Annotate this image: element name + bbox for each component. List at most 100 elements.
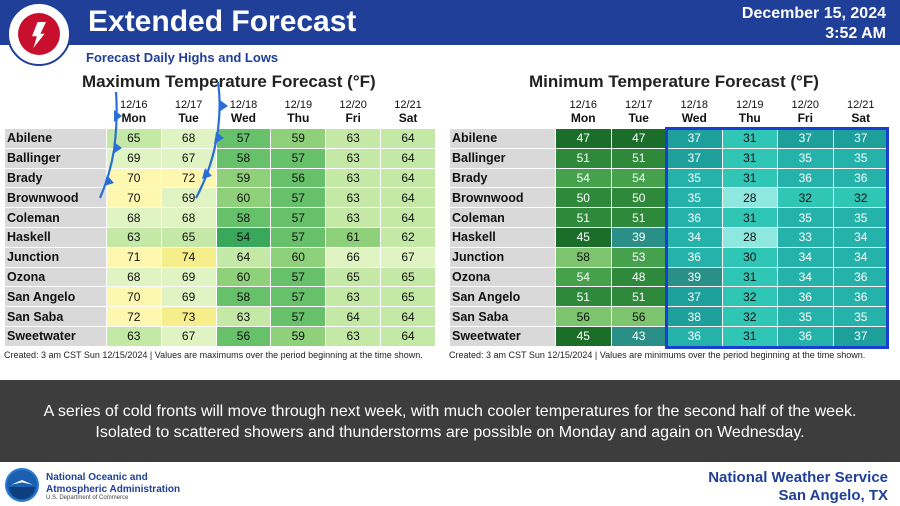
table-row: Coleman 68 68 58 57 63 64 [4,207,436,228]
table-row: San Angelo 70 69 58 57 63 65 [4,286,436,308]
day-name: Wed [230,111,257,125]
temp-cell: 54 [610,167,667,189]
temp-cell: 53 [610,246,667,268]
table-row: San Saba 56 56 38 32 35 35 [449,306,889,327]
day-date: 12/20 [791,99,820,111]
city-name: Coleman [4,207,107,228]
min-temp-table: 12/16 Mon 12/17 Tue 12/18 Wed 12/19 Thu 12/20 Fri… [449,94,889,347]
city-name: Sweetwater [4,325,107,347]
city-name: Ozona [4,266,107,288]
nws-logo-inner [18,13,60,55]
temp-cell: 65 [380,266,436,288]
temp-cell: 36 [666,207,723,228]
temp-cell: 56 [555,306,612,327]
temp-cell: 39 [610,226,667,248]
temp-cell: 63 [325,147,382,169]
temp-cell: 31 [721,147,778,169]
city-name: Brady [4,167,107,189]
office-line2: San Angelo, TX [778,487,888,504]
temp-cell: 31 [721,207,778,228]
temp-cell: 74 [160,246,217,268]
temp-cell: 56 [610,306,667,327]
noaa-department: U.S. Department of Commerce [46,495,129,501]
nws-logo-icon [7,2,71,66]
day-date: 12/19 [284,99,313,111]
day-name: Sat [851,111,871,125]
noaa-wave-shape [9,487,35,499]
day-header: 12/20 Fri [777,94,834,129]
temp-cell: 69 [160,187,217,209]
city-name: Ozona [449,266,556,288]
lightning-icon [32,22,46,48]
table-row: Abilene 65 68 57 59 63 64 [4,128,436,149]
temp-cell: 57 [270,226,327,248]
header-row: 12/16 Mon 12/17 Tue 12/18 Wed 12/19 Thu 12/20 Fri… [449,94,889,129]
city-name: Sweetwater [449,325,556,347]
issue-time: 3:52 AM [825,25,886,42]
temp-cell: 35 [777,147,834,169]
city-name: Coleman [449,207,556,228]
temp-cell: 66 [325,246,382,268]
city-name: Haskell [4,226,107,248]
city-name: Brownwood [4,187,107,209]
city-name: San Angelo [449,286,556,308]
temp-cell: 38 [666,306,723,327]
temp-cell: 62 [380,226,436,248]
city-name: San Saba [449,306,556,327]
temp-cell: 63 [325,128,382,149]
day-date: 12/16 [120,99,148,111]
temp-cell: 45 [555,325,612,347]
temp-cell: 36 [777,167,834,189]
temp-cell: 28 [721,187,778,209]
cold-front-line [98,81,228,199]
header-corner [449,94,556,129]
noaa-name: National Oceanic and Atmospheric Adminis… [46,472,180,496]
noaa-name-line2: Atmospheric Administration [46,484,181,495]
temp-cell: 63 [105,325,162,347]
temp-cell: 33 [777,226,834,248]
temp-cell: 58 [215,286,272,308]
temp-cell: 35 [777,306,834,327]
day-header: 12/21 Sat [832,94,889,129]
temp-cell: 31 [721,167,778,189]
temp-cell: 57 [270,306,327,327]
city-name: Abilene [4,128,107,149]
temp-cell: 65 [105,128,162,149]
table-row: San Saba 72 73 63 57 64 64 [4,306,436,327]
day-name: Thu [738,111,761,125]
page-title: Extended Forecast [88,5,357,38]
city-name: San Saba [4,306,107,327]
temp-cell: 71 [105,246,162,268]
temp-cell: 37 [832,325,889,347]
temp-cell: 50 [610,187,667,209]
city-name: Brady [449,167,556,189]
temp-cell: 48 [610,266,667,288]
temp-cell: 35 [832,306,889,327]
temp-cell: 65 [380,286,436,308]
temp-cell: 51 [610,286,667,308]
temp-cell: 31 [721,128,778,149]
temp-cell: 36 [666,325,723,347]
day-name: Tue [178,111,199,125]
temp-cell: 57 [270,266,327,288]
temp-cell: 68 [160,207,217,228]
temp-cell: 69 [105,147,162,169]
temp-cell: 68 [105,207,162,228]
temp-cell: 63 [325,167,382,189]
header-corner [4,94,107,129]
day-name: Wed [681,111,707,125]
day-date: 12/19 [735,99,764,111]
temp-cell: 28 [721,226,778,248]
max-temp-table: 12/16 Mon 12/17 Tue 12/18 Wed 12/19 Thu 12/20 Fri… [4,94,436,347]
day-name: Fri [345,111,361,125]
temp-cell: 47 [610,128,667,149]
temp-cell: 32 [777,187,834,209]
day-header: 12/19 Thu [721,94,778,129]
temp-cell: 34 [777,246,834,268]
temp-cell: 68 [105,266,162,288]
temp-cell: 73 [160,306,217,327]
temp-cell: 43 [610,325,667,347]
day-date: 12/18 [229,99,258,111]
temp-cell: 63 [215,306,272,327]
table-row: Sweetwater 45 43 36 31 36 37 [449,325,889,347]
